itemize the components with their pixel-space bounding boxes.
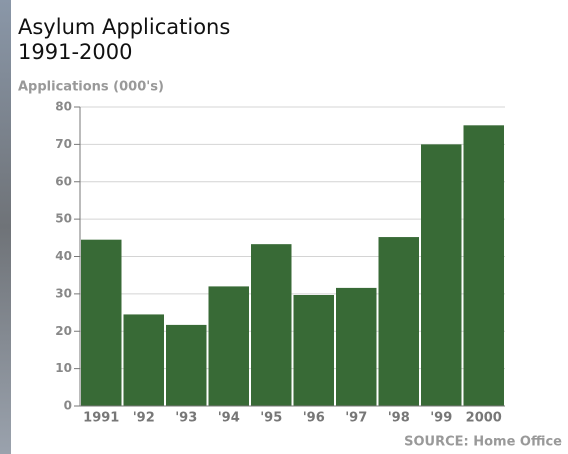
x-tick-label: 2000 <box>466 411 502 426</box>
x-tick-label: '94 <box>218 411 240 426</box>
x-tick-label: '93 <box>175 411 197 426</box>
x-tick-label: '98 <box>388 411 410 426</box>
bar <box>81 240 122 406</box>
x-tick-label: '92 <box>133 411 155 426</box>
chart-title: Asylum Applications <box>18 15 230 39</box>
chart: Asylum Applications 1991-2000 Applicatio… <box>0 0 568 454</box>
y-tick-label: 50 <box>55 212 72 226</box>
bar <box>294 295 335 406</box>
bar <box>336 288 377 406</box>
source: SOURCE: Home Office <box>404 435 562 450</box>
x-tick-label: '95 <box>260 411 282 426</box>
y-tick-label: 60 <box>55 174 72 188</box>
y-tick-label: 40 <box>55 249 72 263</box>
y-axis-label: Applications (000's) <box>18 80 164 95</box>
y-tick-label: 70 <box>55 137 72 151</box>
y-tick-label: 0 <box>64 399 72 413</box>
y-tick-label: 10 <box>55 361 72 375</box>
bar <box>251 244 292 406</box>
bar <box>464 125 505 406</box>
y-tick-label: 30 <box>55 286 72 300</box>
x-tick-label: '99 <box>430 411 452 426</box>
x-tick-label: '96 <box>303 411 325 426</box>
bar <box>209 286 250 406</box>
chart-subtitle: 1991-2000 <box>18 40 132 64</box>
x-tick-label: '97 <box>345 411 367 426</box>
y-tick-label: 20 <box>55 324 72 338</box>
photo-strip <box>0 0 11 454</box>
bar <box>166 325 207 406</box>
x-tick-label: 1991 <box>83 411 119 426</box>
bar <box>124 314 165 406</box>
bar <box>379 237 420 406</box>
bar <box>421 144 462 406</box>
y-tick-label: 80 <box>55 100 72 114</box>
